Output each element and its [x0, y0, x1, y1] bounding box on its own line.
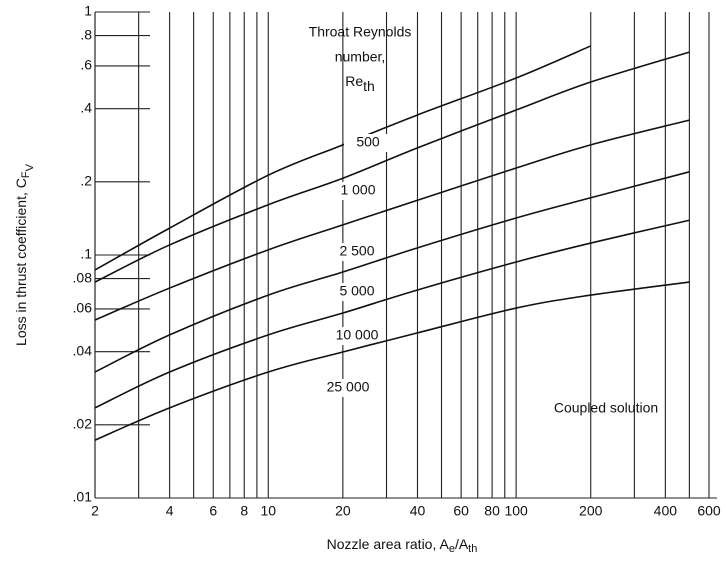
y-tick-label: .06	[73, 300, 93, 316]
curve	[94, 219, 690, 409]
y-tick-label: .8	[80, 26, 92, 42]
x-axis-label: Nozzle area ratio, Ae/Ath	[327, 536, 478, 555]
y-tick-label: .01	[73, 489, 93, 505]
y-tick-label: 1	[84, 3, 92, 19]
y-axis-label: Loss in thrust coefficient, CFV	[13, 163, 36, 346]
text-part: Nozzle area ratio, A	[327, 536, 450, 552]
x-tick-label: 8	[240, 503, 248, 519]
label-bg	[333, 327, 381, 345]
curve	[94, 171, 690, 373]
curve	[94, 119, 690, 321]
label-bg	[344, 134, 392, 152]
y-tick-label: .4	[80, 99, 92, 115]
x-tick-label: 2	[91, 503, 99, 519]
x-tick-label: 4	[166, 503, 174, 519]
annotation-title: Throat Reynolds	[309, 24, 412, 40]
x-tick-label: 10	[260, 503, 276, 519]
x-tick-label: 80	[484, 503, 500, 519]
subscript: V	[24, 163, 36, 171]
x-tick-label: 40	[410, 503, 426, 519]
y-tick-label: .6	[80, 57, 92, 73]
annotation-title: number,	[335, 49, 386, 65]
curve	[94, 45, 592, 271]
text-part: Re	[345, 73, 363, 89]
series-label: 1 000	[340, 182, 375, 198]
x-tick-label: 100	[504, 503, 528, 519]
label-bg	[333, 283, 381, 301]
x-tick-label: 60	[453, 503, 469, 519]
subscript: F	[20, 171, 32, 178]
x-tick-label: 200	[579, 503, 603, 519]
subscript: e	[449, 543, 455, 555]
text-part: Loss in thrust coefficient, C	[13, 178, 29, 346]
x-tick-label: 6	[209, 503, 217, 519]
x-tick-label: 20	[335, 503, 351, 519]
series-label: 10 000	[336, 327, 379, 343]
y-tick-label: .2	[80, 173, 92, 189]
series-label: 5 000	[339, 283, 374, 299]
annotation: Coupled solution	[554, 400, 658, 416]
subscript: th	[468, 543, 477, 555]
x-tick-label: 600	[697, 503, 721, 519]
series-label: 2 500	[339, 243, 374, 259]
label-bg	[334, 182, 382, 200]
subscript: th	[363, 78, 375, 94]
x-tick-label: 400	[654, 503, 678, 519]
series-label: 25 000	[327, 379, 370, 395]
label-bg	[333, 243, 381, 261]
y-tick-label: .08	[73, 269, 93, 285]
text-part: /A	[455, 536, 469, 552]
y-tick-label: .04	[73, 342, 93, 358]
y-tick-label: .02	[73, 416, 93, 432]
annotation-title: Reth	[345, 73, 375, 94]
y-tick-label: .1	[80, 246, 92, 262]
series-label: 500	[356, 134, 380, 150]
curve	[94, 51, 690, 283]
curve	[94, 281, 690, 441]
label-bg	[324, 379, 372, 397]
